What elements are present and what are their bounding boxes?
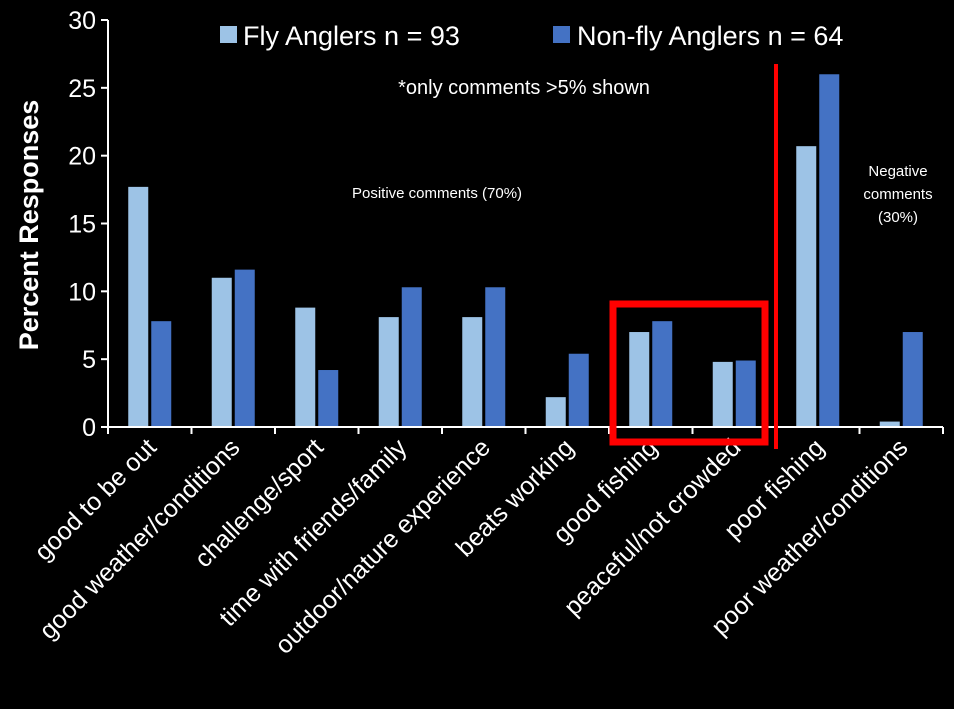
y-tick-label-0: 0 [82,414,96,442]
note-annotation: *only comments >5% shown [398,77,650,99]
bar-fly-1 [211,277,232,427]
bar-fly-4 [462,317,483,427]
y-tick-label-20: 20 [68,143,96,171]
bar-nonfly-3 [401,287,422,427]
bar-fly-2 [295,307,316,427]
legend-label-nonfly: Non-fly Anglers n = 64 [577,21,843,51]
y-tick-label-30: 30 [68,7,96,35]
y-tick-label-10: 10 [68,278,96,306]
negative-comments-annotation-line1: Negative [868,163,927,180]
negative-comments-annotation-line2: comments [863,186,932,203]
bar-fly-0 [128,186,149,427]
highlight-box [609,300,769,446]
bar-nonfly-0 [151,321,172,427]
bar-nonfly-1 [234,269,255,427]
bar-fly-9 [879,421,900,427]
bar-nonfly-4 [485,287,506,427]
bar-nonfly-8 [819,74,840,428]
bar-nonfly-6 [652,321,673,427]
y-axis [101,19,109,428]
negative-comments-annotation-line3: (30%) [878,209,918,226]
bar-fly-8 [796,146,817,428]
y-tick-label-15: 15 [68,211,96,239]
y-tick-labels: 0 5 10 15 20 25 30 [68,7,96,442]
bar-nonfly-2 [318,370,339,427]
legend-label-fly: Fly Anglers n = 93 [243,21,460,51]
bar-nonfly-5 [568,353,589,427]
bar-fly-3 [378,317,399,427]
bar-fly-5 [545,397,566,427]
positive-comments-annotation: Positive comments (70%) [352,185,522,202]
bar-fly-6 [629,332,650,427]
x-axis [107,426,944,434]
bar-nonfly-9 [902,332,923,427]
y-tick-label-5: 5 [82,346,96,374]
legend-swatch-fly [220,26,237,43]
bar-nonfly-7 [735,360,756,427]
legend-swatch-nonfly [553,26,570,43]
bar-fly-7 [712,361,733,427]
y-tick-label-25: 25 [68,75,96,103]
bars [128,74,923,428]
legend: Fly Anglers n = 93 Non-fly Anglers n = 6… [220,21,843,51]
y-axis-label: Percent Responses [14,100,44,351]
